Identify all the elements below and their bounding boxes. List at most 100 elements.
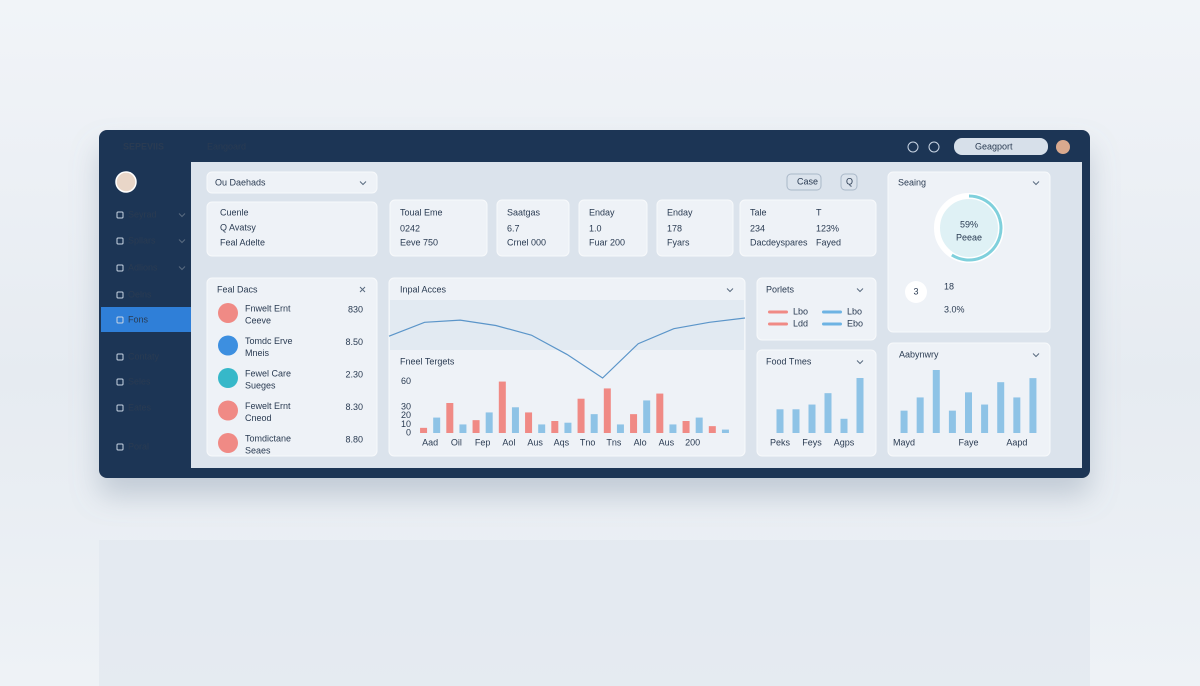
legend-swatch	[822, 322, 842, 326]
filter-option[interactable]: Q Avatsy	[220, 222, 256, 232]
sidebar-icon	[116, 211, 124, 219]
feed-amount: 8.80	[345, 434, 363, 444]
bar	[776, 409, 784, 433]
sidebar-item[interactable]: Poral	[128, 441, 149, 451]
bar	[682, 421, 690, 433]
gauge-stat: 3.0%	[944, 304, 965, 314]
stat-card	[739, 199, 877, 257]
feed-icon	[218, 368, 238, 388]
toolbar-frame	[786, 173, 822, 191]
y-tick-label: 10	[401, 419, 411, 429]
search-text[interactable]: Geagport	[975, 141, 1013, 151]
x-tick-label: Aad	[422, 437, 438, 447]
line-area	[390, 300, 744, 350]
filter-label[interactable]: Ou Daehads	[215, 177, 266, 187]
sidebar-item[interactable]: Oelns	[128, 289, 152, 299]
settings-icon[interactable]	[928, 141, 940, 153]
reflection	[99, 540, 1090, 686]
x-tick-label: Alo	[634, 437, 647, 447]
filter-dropdown[interactable]	[206, 171, 378, 194]
chevron	[359, 181, 367, 186]
sidebar-icon	[116, 316, 124, 324]
brand: SEPEVIIS	[123, 141, 164, 151]
gauge-stat: 18	[944, 281, 954, 291]
feed-name: Fnwelt Ernt	[245, 303, 291, 313]
stat-sub: Fuar 200	[589, 237, 625, 247]
bar	[824, 393, 832, 433]
sidebar-item[interactable]: Spllars	[128, 235, 156, 245]
filter-option[interactable]: Cuenle	[220, 207, 249, 217]
stat-card	[578, 199, 648, 257]
sidebar-icon	[116, 404, 124, 412]
x-tick-label: Faye	[958, 437, 978, 447]
close-icon[interactable]	[359, 286, 366, 293]
line	[388, 317, 746, 379]
x-tick-label: Aus	[527, 437, 543, 447]
feed-amount: 8.30	[345, 402, 363, 412]
sidebar-item[interactable]: Adlions	[128, 262, 158, 272]
chevron	[1032, 353, 1040, 358]
stat-label: Enday	[589, 207, 615, 217]
gauge-badge	[905, 281, 927, 303]
x-tick-label: 200	[685, 437, 700, 447]
legend-label: Ldd	[793, 318, 808, 328]
stat-value: 1.0	[589, 223, 602, 233]
sidebar-item[interactable]: Seles	[128, 376, 151, 386]
bar	[856, 378, 864, 433]
y-tick-label: 0	[406, 427, 411, 437]
bar	[525, 412, 533, 433]
x-tick-label: Aol	[502, 437, 515, 447]
legend-swatch	[822, 310, 842, 314]
sidebar-icon	[116, 378, 124, 386]
card-title: Porlets	[766, 284, 795, 294]
bar	[616, 424, 624, 433]
stat-sub: Crnel 000	[507, 237, 546, 247]
bar	[498, 381, 506, 433]
filter-option[interactable]: Feal Adelte	[220, 237, 265, 247]
sidebar-active	[101, 307, 191, 332]
bar	[997, 382, 1005, 433]
stat-label: Enday	[667, 207, 693, 217]
feed-icon	[218, 400, 238, 421]
toolbar-frame	[840, 173, 858, 191]
gauge-stat: 3	[913, 286, 918, 296]
stat-value: 234	[750, 223, 765, 233]
bar	[590, 414, 598, 433]
sidebar-item[interactable]: Eates	[128, 402, 152, 412]
stat-card	[389, 199, 488, 257]
bar	[708, 426, 716, 433]
x-tick-label: Tns	[606, 437, 622, 447]
feed-name: Fewelt Ernt	[245, 401, 291, 411]
feed-sub: Cneod	[245, 413, 272, 423]
x-tick-label: Tno	[580, 437, 596, 447]
bar	[932, 370, 940, 433]
stat-sub: Dacdeyspares	[750, 237, 808, 247]
user-avatar[interactable]	[1056, 140, 1070, 154]
toolbar-button[interactable]: Q	[846, 176, 853, 186]
x-tick-label: Agps	[834, 437, 855, 447]
sidebar-item[interactable]: Contaty	[128, 351, 160, 361]
feed-sub: Ceeve	[245, 315, 271, 325]
sidebar-icon	[116, 353, 124, 361]
legend-swatch	[768, 322, 788, 326]
notification-icon[interactable]	[907, 141, 919, 153]
search-box[interactable]	[954, 138, 1048, 155]
gauge-value: 59%	[960, 219, 978, 229]
bar	[551, 421, 559, 433]
feed-icon	[218, 335, 238, 356]
bar	[695, 417, 703, 433]
card-title: Aabynwry	[899, 349, 939, 359]
feed-amount: 8.50	[345, 337, 363, 347]
bar	[564, 422, 572, 433]
sidebar-item[interactable]: Seyrad	[128, 209, 157, 219]
stat-label: Toual Eme	[400, 207, 443, 217]
bar	[1029, 378, 1037, 433]
avatar[interactable]	[115, 171, 137, 193]
x-tick-label: Mayd	[893, 437, 915, 447]
chevron	[856, 288, 864, 293]
gauge-arc	[951, 194, 1003, 262]
x-tick-label: Feys	[802, 437, 822, 447]
sidebar-item[interactable]: Fons	[128, 314, 149, 324]
toolbar-button[interactable]: Case	[797, 176, 818, 186]
